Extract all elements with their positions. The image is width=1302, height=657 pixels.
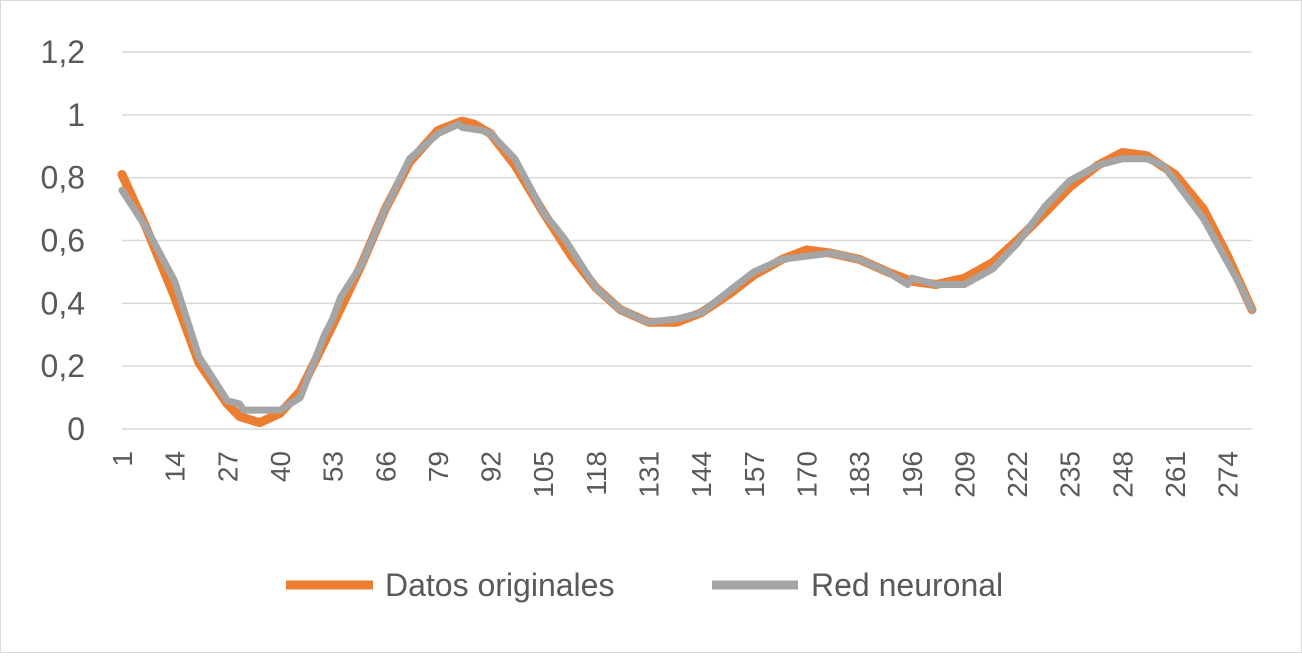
legend: Datos originales Red neuronal — [286, 567, 1003, 603]
y-tick-label: 0,2 — [41, 348, 85, 384]
x-tick-label: 248 — [1107, 451, 1138, 498]
x-tick-label: 1 — [107, 451, 138, 467]
y-tick-label: 1 — [67, 97, 85, 133]
x-tick-label: 196 — [897, 451, 928, 498]
x-tick-label: 92 — [476, 451, 507, 482]
x-tick-label: 144 — [686, 451, 717, 498]
x-tick-label: 118 — [581, 451, 612, 496]
gridlines — [122, 51, 1252, 430]
x-tick-label: 27 — [212, 451, 243, 482]
x-tick-label: 14 — [160, 451, 191, 482]
x-tick-label: 79 — [423, 451, 454, 482]
x-tick-label: 157 — [739, 451, 770, 498]
y-tick-label: 0,8 — [41, 160, 85, 196]
y-axis-ticks: 0 0,2 0,4 0,6 0,8 1 1,2 — [41, 34, 85, 447]
series-line-red-neuronal — [118, 120, 1256, 414]
x-tick-label: 40 — [265, 451, 296, 482]
x-tick-label: 274 — [1213, 451, 1244, 498]
y-tick-label: 0 — [67, 411, 85, 447]
x-tick-label: 209 — [949, 451, 980, 498]
x-tick-label: 131 — [634, 451, 665, 498]
x-tick-label: 66 — [370, 451, 401, 482]
x-axis-ticks: 1 14 27 40 53 66 79 92 105 118 131 144 157 170 183 196 2… — [107, 451, 1244, 498]
legend-label: Red neuronal — [811, 567, 1003, 603]
x-tick-label: 222 — [1002, 451, 1033, 498]
legend-item-datos-originales: Datos originales — [286, 567, 614, 603]
y-tick-label: 1,2 — [41, 34, 85, 70]
x-tick-label: 170 — [791, 451, 822, 498]
x-tick-label: 235 — [1055, 451, 1086, 498]
x-tick-label: 105 — [528, 451, 559, 498]
x-tick-label: 261 — [1160, 451, 1191, 498]
x-tick-label: 183 — [844, 451, 875, 498]
y-tick-label: 0,6 — [41, 223, 85, 259]
x-tick-label: 53 — [318, 451, 349, 482]
y-tick-label: 0,4 — [41, 285, 85, 321]
legend-label: Datos originales — [385, 567, 614, 603]
legend-item-red-neuronal: Red neuronal — [712, 567, 1003, 603]
series-lines — [117, 116, 1257, 428]
series-line-datos-originales — [117, 116, 1257, 428]
